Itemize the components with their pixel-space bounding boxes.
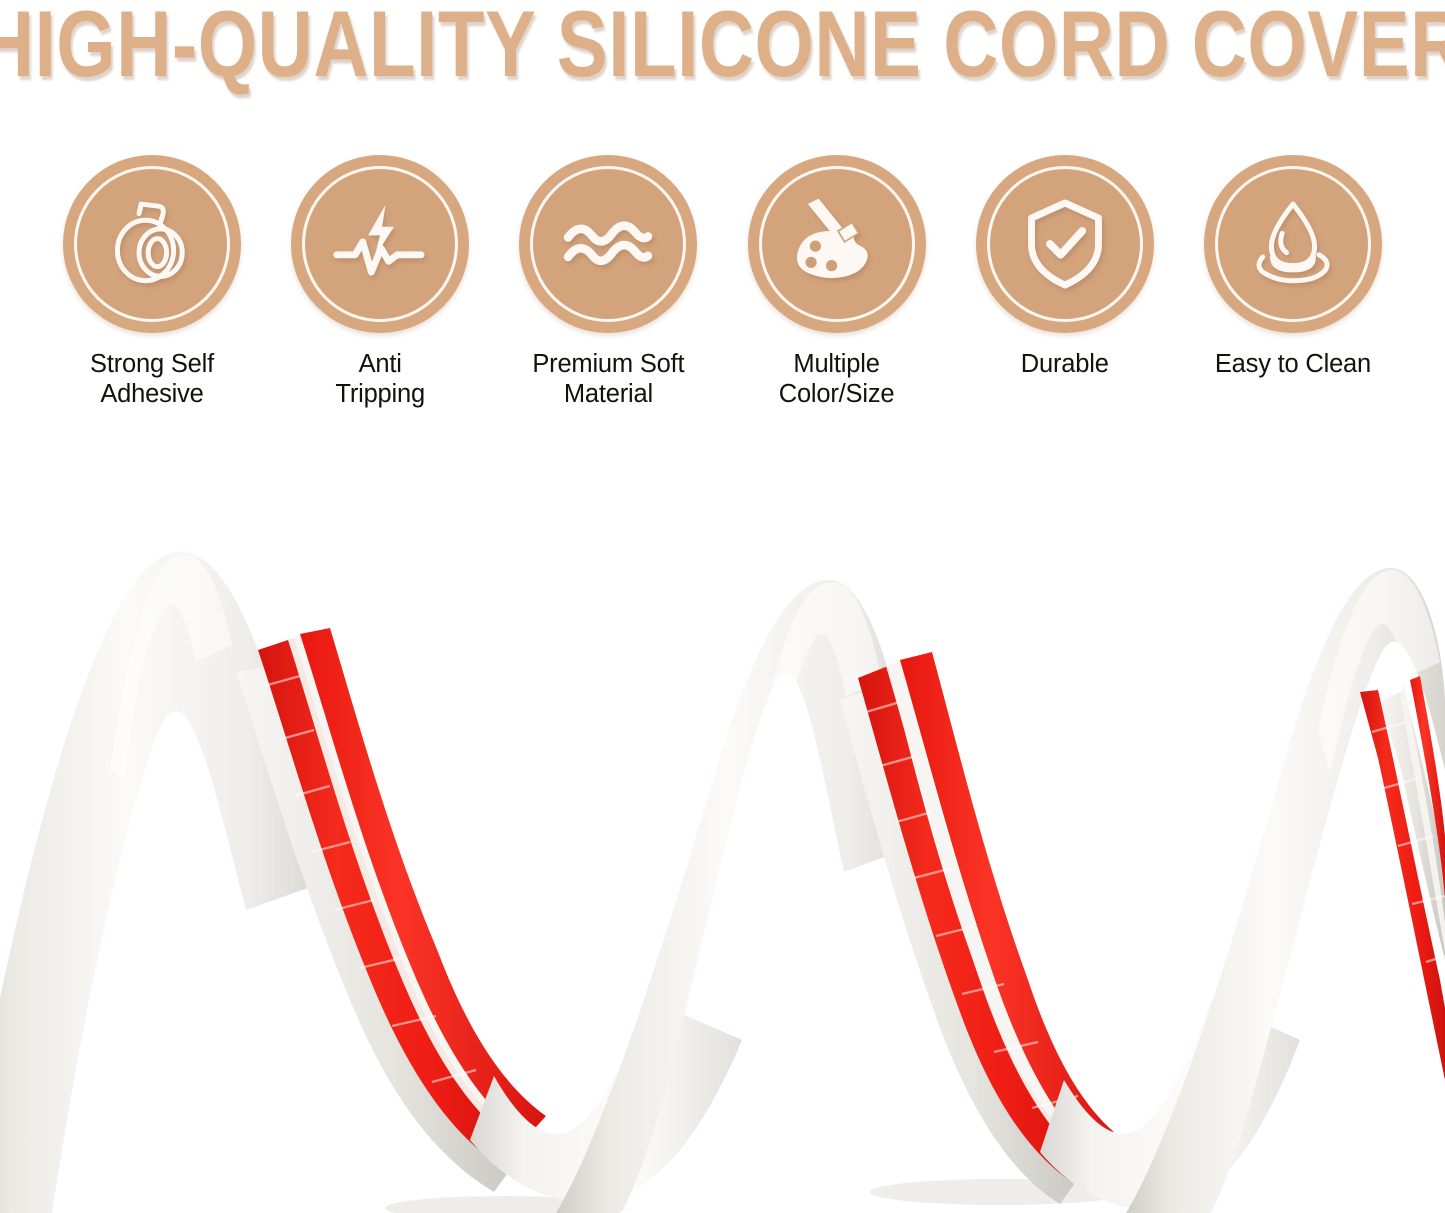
product-photo	[0, 440, 1445, 1213]
feature-item-anti-tripping: Anti Tripping	[284, 155, 476, 425]
feature-item-premium-soft-material: Premium Soft Material	[512, 155, 704, 425]
feature-item-multiple-color-size: Multiple Color/Size	[741, 155, 933, 425]
cord-adhesive-liner	[288, 634, 524, 1144]
feature-label: Anti Tripping	[335, 349, 425, 409]
adhesive-crinkles	[1371, 720, 1445, 964]
cord-adhesive-strip	[900, 652, 1124, 1162]
feature-label-line2: Color/Size	[778, 380, 895, 408]
cord-strand-right	[1126, 567, 1445, 1213]
feature-label: Easy to Clean	[1215, 349, 1371, 379]
cord-white-face	[1126, 567, 1445, 1213]
feature-badge-circle	[63, 155, 241, 333]
feature-label-line1: Easy to Clean	[1214, 350, 1372, 378]
feature-item-durable: Durable	[969, 155, 1161, 425]
feature-label-line2: Material	[563, 380, 653, 408]
feature-badge-circle	[747, 155, 926, 333]
feature-badge-circle	[975, 155, 1154, 333]
feature-badge-circle	[519, 155, 698, 333]
cord-adhesive-strip	[858, 666, 1090, 1182]
title-banner: HIGH-QUALITY SILICONE CORD COVER	[0, 0, 1445, 92]
feature-label-line1: Anti	[358, 350, 402, 378]
feature-badge-circle	[1203, 155, 1382, 333]
feature-label-line1: Durable	[1020, 350, 1109, 378]
cord-adhesive-liner	[1400, 684, 1445, 952]
feature-badge-row: Strong Self Adhesive Anti Tripping	[0, 155, 1445, 425]
shield-check-icon	[1027, 199, 1102, 289]
feature-label: Strong Self Adhesive	[90, 349, 214, 409]
cord-edge-strip	[1380, 690, 1445, 960]
adhesive-roll-icon	[114, 201, 185, 284]
cord-strand-middle	[556, 579, 1300, 1213]
silicone-cord-cover-image	[0, 440, 1445, 1213]
paint-palette-icon	[796, 198, 868, 279]
feature-label: Durable	[1021, 349, 1109, 379]
feature-label-line1: Multiple	[793, 350, 880, 378]
cord-adhesive-liner	[886, 660, 1100, 1166]
water-droplet-icon	[1256, 201, 1330, 284]
feature-label-line1: Strong Self	[90, 350, 214, 378]
feature-badge-circle	[291, 155, 470, 333]
feature-label-line2: Tripping	[335, 380, 425, 408]
feature-label-line1: Premium Soft	[532, 350, 685, 378]
cord-adhesive-strip	[300, 628, 546, 1138]
cord-adhesive-strip	[258, 638, 520, 1166]
lightning-pulse-icon	[333, 205, 425, 276]
feature-label: Multiple Color/Size	[779, 349, 895, 409]
page-title: HIGH-QUALITY SILICONE CORD COVER	[0, 0, 1445, 98]
feature-label-line2: Adhesive	[100, 380, 204, 408]
cord-strand-left	[0, 551, 742, 1213]
wavy-lines-icon	[564, 221, 653, 266]
feature-item-easy-to-clean: Easy to Clean	[1197, 155, 1389, 425]
cord-white-face	[556, 579, 930, 1213]
cord-adhesive-strip	[1410, 676, 1445, 900]
feature-label: Premium Soft Material	[532, 349, 684, 409]
cord-white-face	[0, 551, 330, 1213]
feature-item-strong-self-adhesive: Strong Self Adhesive	[56, 155, 248, 425]
